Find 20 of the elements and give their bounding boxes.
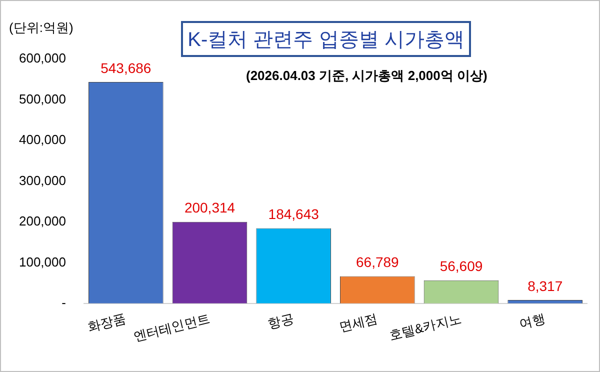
x-tick-label: 면세점 — [338, 310, 379, 335]
data-label: 543,686 — [100, 60, 152, 76]
y-tick-label: 400,000 — [18, 132, 66, 148]
data-label: 184,643 — [268, 206, 320, 222]
y-tick-label: - — [62, 294, 66, 310]
y-axis-title: (단위:억원) — [9, 19, 74, 37]
y-tick-label: 300,000 — [18, 172, 66, 188]
data-label: 56,609 — [440, 258, 483, 274]
x-tick-label: 화장품 — [86, 310, 128, 335]
chart-title: K-컬처 관련주 업종별 시가총액 — [181, 21, 471, 57]
y-tick-label: 100,000 — [18, 254, 66, 270]
x-tick-label: 항공 — [266, 310, 296, 332]
data-label: 200,314 — [184, 200, 236, 216]
x-tick-label: 여행 — [518, 310, 547, 332]
text: (2026.04.03 기준, 시가총액 2,000억 이상) — [246, 67, 488, 85]
data-label: 66,789 — [356, 254, 400, 270]
y-tick-label: 200,000 — [18, 214, 66, 229]
data-label: 8,317 — [528, 278, 563, 294]
y-tick-label: 600,000 — [18, 50, 66, 66]
y-tick-label: 500,000 — [18, 91, 66, 106]
